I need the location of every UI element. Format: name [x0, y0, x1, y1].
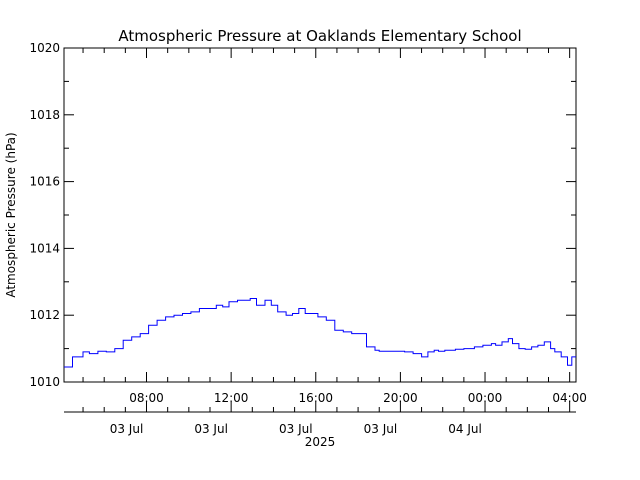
x-tick-date-label: 03 Jul [279, 422, 313, 436]
y-tick-label: 1014 [29, 241, 60, 255]
x-tick-time-label: 00:00 [468, 391, 503, 405]
x-tick-date-label: 03 Jul [364, 422, 398, 436]
pressure-series-line [64, 298, 576, 368]
plot-frame [63, 47, 577, 383]
y-axis-ticks: 1010 1012 1014 1016 1018 1020 [29, 41, 576, 389]
y-tick-label: 1020 [29, 41, 60, 55]
y-axis-label: Atmospheric Pressure (hPa) [4, 132, 18, 297]
x-tick-time-label: 20:00 [383, 391, 418, 405]
x-tick-time-label: 04:00 [552, 391, 587, 405]
x-tick-time-label: 08:00 [129, 391, 164, 405]
x-tick-time-label: 16:00 [298, 391, 333, 405]
x-tick-time-label: 12:00 [214, 391, 249, 405]
y-tick-label: 1016 [29, 175, 60, 189]
y-tick-label: 1012 [29, 308, 60, 322]
x-tick-date-label: 03 Jul [110, 422, 144, 436]
y-tick-label: 1010 [29, 375, 60, 389]
chart-title: Atmospheric Pressure at Oaklands Element… [118, 27, 521, 45]
x-tick-date-label: 04 Jul [448, 422, 482, 436]
year-label: 2025 [305, 435, 336, 449]
y-tick-label: 1018 [29, 108, 60, 122]
x-tick-date-label: 03 Jul [194, 422, 228, 436]
x-axis-ticks: 08:00 03 Jul 12:00 03 Jul 16:00 03 Jul 20:00 03… [82, 48, 587, 436]
